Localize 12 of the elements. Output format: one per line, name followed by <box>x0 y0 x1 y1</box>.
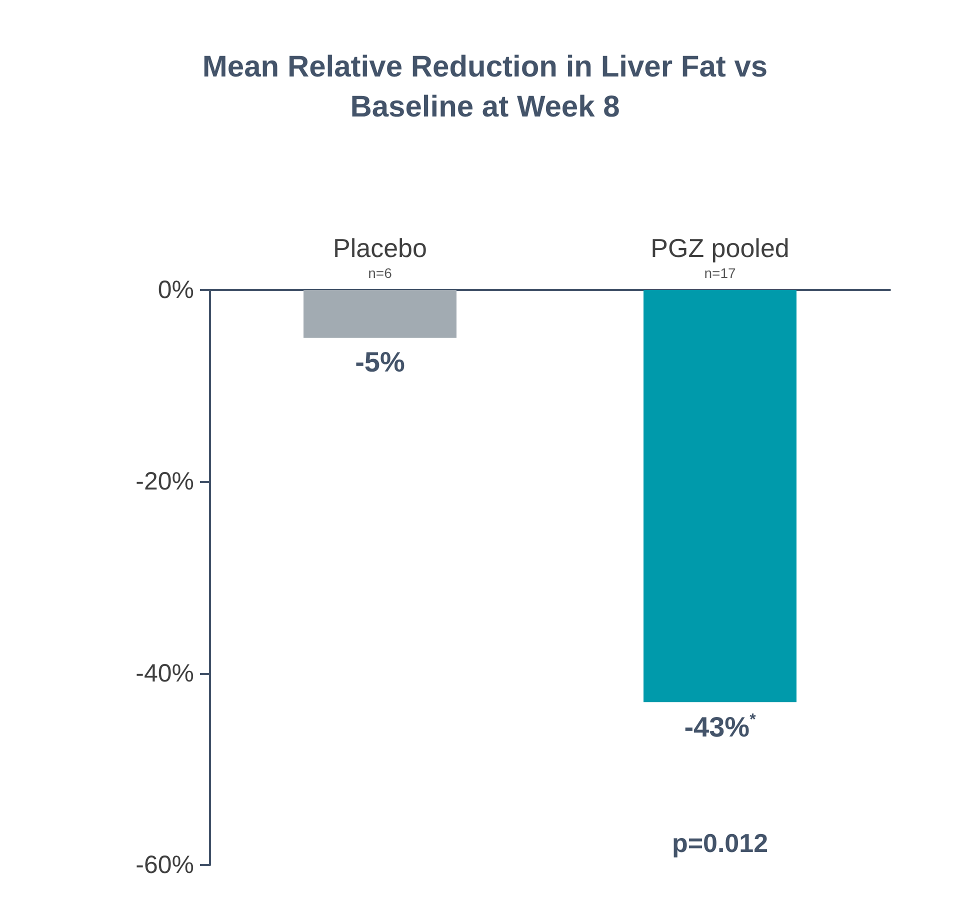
x-tick-label: Placebo <box>333 233 427 263</box>
data-label: -5% <box>355 346 405 378</box>
data-label: -43%* <box>684 712 757 743</box>
y-tick-label: 0% <box>158 276 194 304</box>
y-tick-label: -40% <box>136 659 194 688</box>
text: n=17 <box>704 265 736 281</box>
text: n=6 <box>368 265 392 281</box>
chart-title: Mean Relative Reduction in Liver Fat vs Baseline at Week 8 <box>202 50 768 124</box>
y-tick-label: -60% <box>136 851 194 879</box>
annotation: p=0.012 <box>672 828 768 858</box>
y-tick-label: -20% <box>136 468 194 496</box>
x-tick-label: PGZ pooled <box>650 233 790 263</box>
